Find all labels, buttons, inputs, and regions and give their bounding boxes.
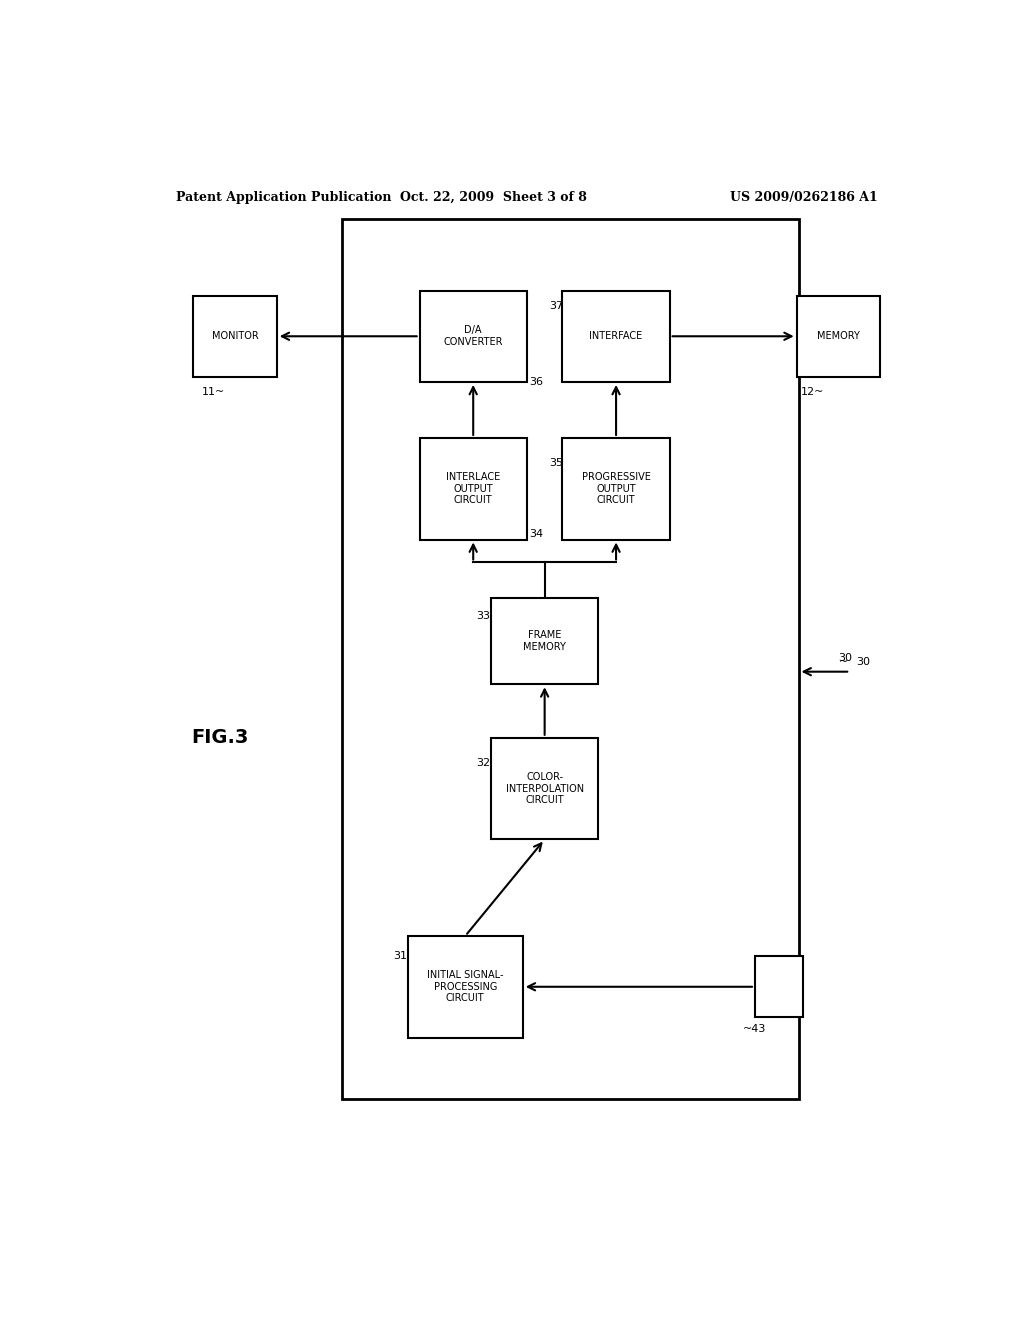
Text: 30: 30 [839, 653, 852, 664]
Text: INTERFACE: INTERFACE [590, 331, 643, 342]
Text: D/A
CONVERTER: D/A CONVERTER [443, 326, 503, 347]
Text: FIG.3: FIG.3 [191, 729, 249, 747]
Bar [755, 956, 803, 1018]
Bar [492, 738, 598, 840]
Text: 37: 37 [549, 301, 563, 310]
Text: PROGRESSIVE
OUTPUT
CIRCUIT: PROGRESSIVE OUTPUT CIRCUIT [582, 473, 650, 506]
Text: US 2009/0262186 A1: US 2009/0262186 A1 [730, 190, 878, 203]
Text: MEMORY: MEMORY [817, 331, 860, 342]
Text: Patent Application Publication: Patent Application Publication [176, 190, 391, 203]
Bar [492, 598, 598, 684]
Text: INITIAL SIGNAL-
PROCESSING
CIRCUIT: INITIAL SIGNAL- PROCESSING CIRCUIT [427, 970, 504, 1003]
Text: 36: 36 [528, 378, 543, 387]
Text: COLOR-
INTERPOLATION
CIRCUIT: COLOR- INTERPOLATION CIRCUIT [506, 772, 584, 805]
Text: 30: 30 [856, 656, 869, 667]
Bar [797, 296, 880, 378]
Text: INTERLACE
OUTPUT
CIRCUIT: INTERLACE OUTPUT CIRCUIT [446, 473, 501, 506]
Text: 34: 34 [528, 529, 543, 540]
Bar [420, 438, 526, 540]
Bar [562, 290, 670, 381]
Text: 35: 35 [549, 458, 563, 469]
Text: 11~: 11~ [202, 387, 225, 397]
Text: ~: ~ [840, 656, 849, 667]
Bar [562, 438, 670, 540]
Text: 33: 33 [476, 611, 489, 620]
Bar [194, 296, 276, 378]
Text: Oct. 22, 2009  Sheet 3 of 8: Oct. 22, 2009 Sheet 3 of 8 [399, 190, 587, 203]
Bar [408, 936, 523, 1038]
Text: FRAME
MEMORY: FRAME MEMORY [523, 631, 566, 652]
Text: 12~: 12~ [801, 387, 823, 397]
Text: 32: 32 [476, 758, 489, 768]
Text: MONITOR: MONITOR [212, 331, 258, 342]
Text: 31: 31 [393, 952, 408, 961]
Bar [420, 290, 526, 381]
Bar [342, 219, 799, 1098]
Text: ~43: ~43 [743, 1024, 767, 1035]
